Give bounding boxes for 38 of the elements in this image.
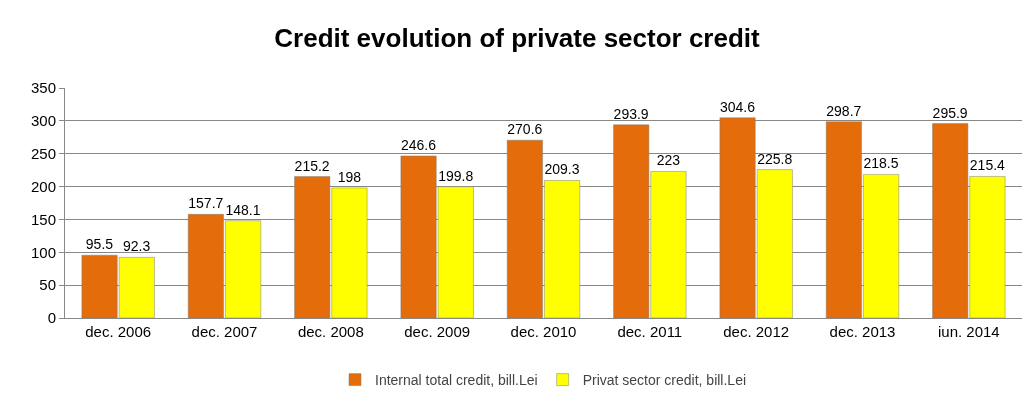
data-label: 225.8 [757,150,793,167]
y-tick-label: 0 [47,309,56,327]
x-tick-label: dec. 2006 [85,323,152,340]
x-tick-label: dec. 2008 [297,323,364,340]
data-label: 95.5 [85,236,114,253]
y-tick-label: 50 [39,276,56,294]
data-label: 215.2 [294,157,330,174]
y-tick-label: 300 [30,112,56,130]
x-tick-label: dec. 2007 [191,323,258,340]
x-tick-label: dec. 2013 [829,323,896,340]
y-tick-label: 350 [30,79,56,97]
legend-label: Privat sector credit, bill.Lei [582,372,747,389]
data-label: 298.7 [826,102,862,119]
x-tick-label: dec. 2010 [510,323,577,340]
data-label: 218.5 [863,155,899,172]
chart-title: Credit evolution of private sector credit [274,23,761,54]
y-tick-label: 250 [30,144,56,162]
data-label: 198 [337,168,362,185]
data-label: 246.6 [400,136,437,153]
legend-label: Internal total credit, bill.Lei [375,372,538,389]
data-label: 270.6 [507,121,543,138]
data-label: 223 [656,152,681,169]
data-label: 199.8 [438,167,474,184]
x-tick-label: dec. 2012 [723,323,790,340]
data-label: 157.7 [188,195,224,212]
x-tick-label: dec. 2009 [404,323,471,340]
data-label: 293.9 [613,105,649,122]
x-tick-label: iun. 2014 [937,323,1000,340]
y-tick-label: 150 [30,210,56,228]
data-label: 92.3 [123,238,151,255]
data-label: 209.3 [544,161,580,178]
data-label: 295.9 [932,104,968,121]
x-tick-label: dec. 2011 [617,323,683,340]
y-tick-label: 100 [30,243,56,261]
y-tick-label: 200 [30,177,56,195]
data-label: 148.1 [225,201,261,218]
data-label: 215.4 [969,157,1006,174]
data-label: 304.6 [719,98,756,115]
